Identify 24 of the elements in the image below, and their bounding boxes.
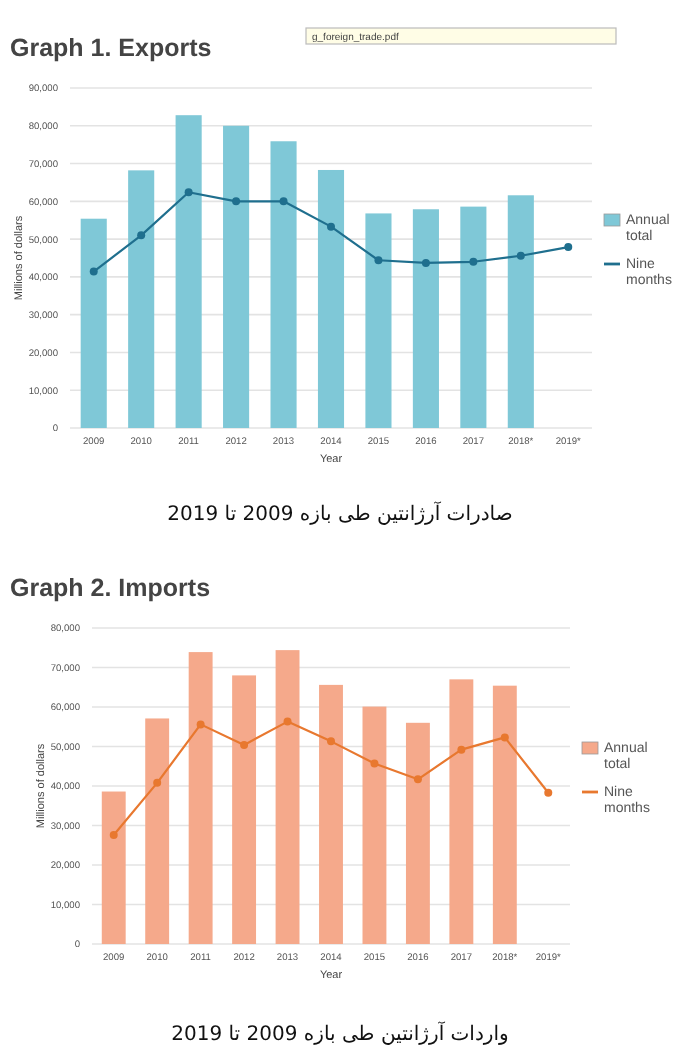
bar xyxy=(275,650,300,944)
bar xyxy=(128,170,155,428)
bar xyxy=(80,218,107,428)
bar xyxy=(223,125,250,428)
bar xyxy=(362,706,387,944)
chart-title: Graph 2. Imports xyxy=(10,574,211,602)
text: صادرات آرژانتین طی بازه 2009 تا 2019 xyxy=(167,500,513,526)
bar xyxy=(412,209,439,428)
bar xyxy=(101,791,126,944)
bar xyxy=(319,684,343,944)
bar xyxy=(365,213,392,428)
bar xyxy=(175,115,202,428)
bar xyxy=(405,722,430,944)
bar xyxy=(188,652,213,944)
bar xyxy=(449,679,474,944)
bar xyxy=(460,206,487,428)
chart-title: Graph 1. Exports xyxy=(10,34,212,62)
bar xyxy=(507,195,534,428)
bar xyxy=(232,675,257,944)
text: واردات آرژانتین طی بازه 2009 تا 2019 xyxy=(171,1020,510,1046)
bar xyxy=(145,718,170,944)
bar xyxy=(492,685,517,944)
bar xyxy=(317,169,345,428)
bar xyxy=(270,141,297,428)
